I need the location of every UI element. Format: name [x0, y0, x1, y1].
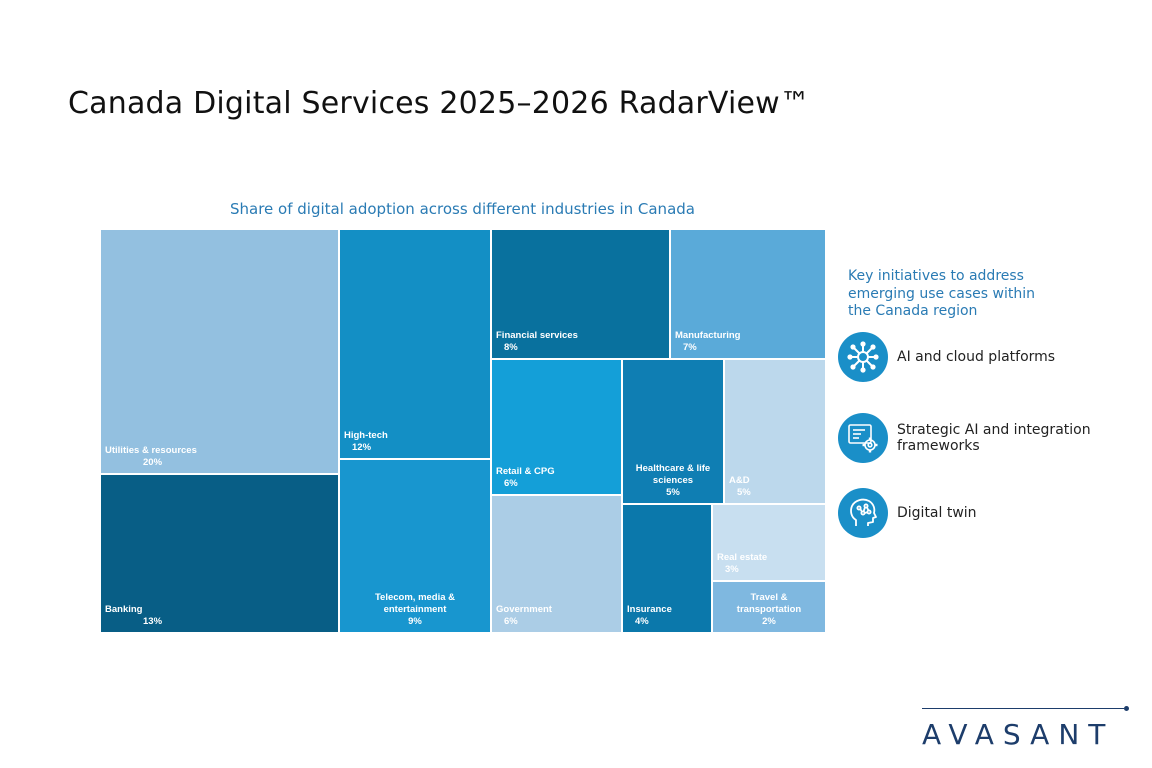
chart-title: Share of digital adoption across differe… [230, 200, 695, 218]
network-hub-icon [838, 332, 888, 382]
brain-head-icon [838, 488, 888, 538]
tile-label: Government 6% [492, 604, 621, 628]
tile-value: 5% [666, 487, 680, 498]
initiative-label: Strategic AI and integration frameworks [897, 422, 1091, 454]
logo-dot [1124, 705, 1129, 711]
tile-value: 4% [635, 616, 649, 627]
logo-wordmark: AVASANT [922, 718, 1115, 751]
initiative-label: Digital twin [897, 505, 977, 521]
treemap-tile: Utilities & resources 20% [100, 229, 339, 474]
treemap-tile: Manufacturing 7% [670, 229, 826, 359]
initiative-digital-twin: Digital twin [838, 488, 1097, 538]
treemap-tile: Telecom, media & entertainment 9% [339, 459, 491, 633]
tile-value: 6% [504, 616, 518, 627]
tile-label: Retail & CPG 6% [492, 466, 621, 490]
tile-category: Retail & CPG [496, 466, 555, 477]
tile-value: 13% [143, 616, 163, 627]
tile-category: Financial services [496, 330, 578, 341]
treemap-tile: Retail & CPG 6% [491, 359, 622, 495]
tile-category: Insurance [627, 604, 672, 615]
page-title: Canada Digital Services 2025–2026 RadarV… [68, 86, 811, 121]
tile-label: Telecom, media & entertainment 9% [340, 592, 490, 628]
tile-label: Financial services 8% [492, 330, 669, 354]
treemap-tile: Financial services 8% [491, 229, 670, 359]
initiatives-title: Key initiatives to address emerging use … [848, 268, 1035, 319]
tile-value: 20% [143, 457, 163, 468]
tile-label: Travel & transportation 2% [713, 592, 825, 628]
tile-category: High-tech [344, 430, 388, 441]
treemap-tile: Banking 13% [100, 474, 339, 633]
tile-label: Healthcare & life sciences 5% [623, 463, 723, 499]
treemap-tile: Insurance 4% [622, 504, 712, 633]
tile-value: 5% [737, 487, 751, 498]
tile-category: Travel & transportation [736, 592, 802, 615]
tile-label: Manufacturing 7% [671, 330, 825, 354]
treemap-chart: Utilities & resources 20% Banking 13% High-t… [100, 229, 826, 633]
tile-value: 9% [408, 616, 422, 627]
tile-value: 12% [352, 442, 372, 453]
tile-category: Government [496, 604, 552, 615]
tile-label: A&D 5% [725, 475, 825, 499]
tile-label: Utilities & resources 20% [101, 445, 338, 469]
tile-category: Utilities & resources [105, 445, 197, 456]
tile-category: Real estate [717, 552, 768, 563]
logo-line [922, 708, 1124, 709]
tile-category: Banking [105, 604, 143, 615]
code-gear-icon [838, 413, 888, 463]
tile-category: Telecom, media & entertainment [374, 592, 456, 615]
tile-label: Insurance 4% [623, 604, 711, 628]
treemap-tile: Healthcare & life sciences 5% [622, 359, 724, 504]
treemap-tile: Real estate 3% [712, 504, 826, 581]
treemap-tile: A&D 5% [724, 359, 826, 504]
tile-value: 8% [504, 342, 518, 353]
tile-label: High-tech 12% [340, 430, 490, 454]
initiative-ai-frameworks: Strategic AI and integration frameworks [838, 413, 1097, 463]
tile-label: Banking 13% [101, 604, 338, 628]
tile-category: Healthcare & life sciences [635, 463, 711, 486]
tile-value: 2% [762, 616, 776, 627]
tile-category: A&D [729, 475, 750, 486]
tile-label: Real estate 3% [713, 552, 825, 576]
initiative-ai-cloud: AI and cloud platforms [838, 332, 1097, 382]
treemap-tile: High-tech 12% [339, 229, 491, 459]
tile-value: 6% [504, 478, 518, 489]
treemap-tile: Travel & transportation 2% [712, 581, 826, 633]
tile-category: Manufacturing [675, 330, 741, 341]
treemap-tile: Government 6% [491, 495, 622, 633]
initiative-label: AI and cloud platforms [897, 349, 1056, 365]
tile-value: 7% [683, 342, 697, 353]
tile-value: 3% [725, 564, 739, 575]
